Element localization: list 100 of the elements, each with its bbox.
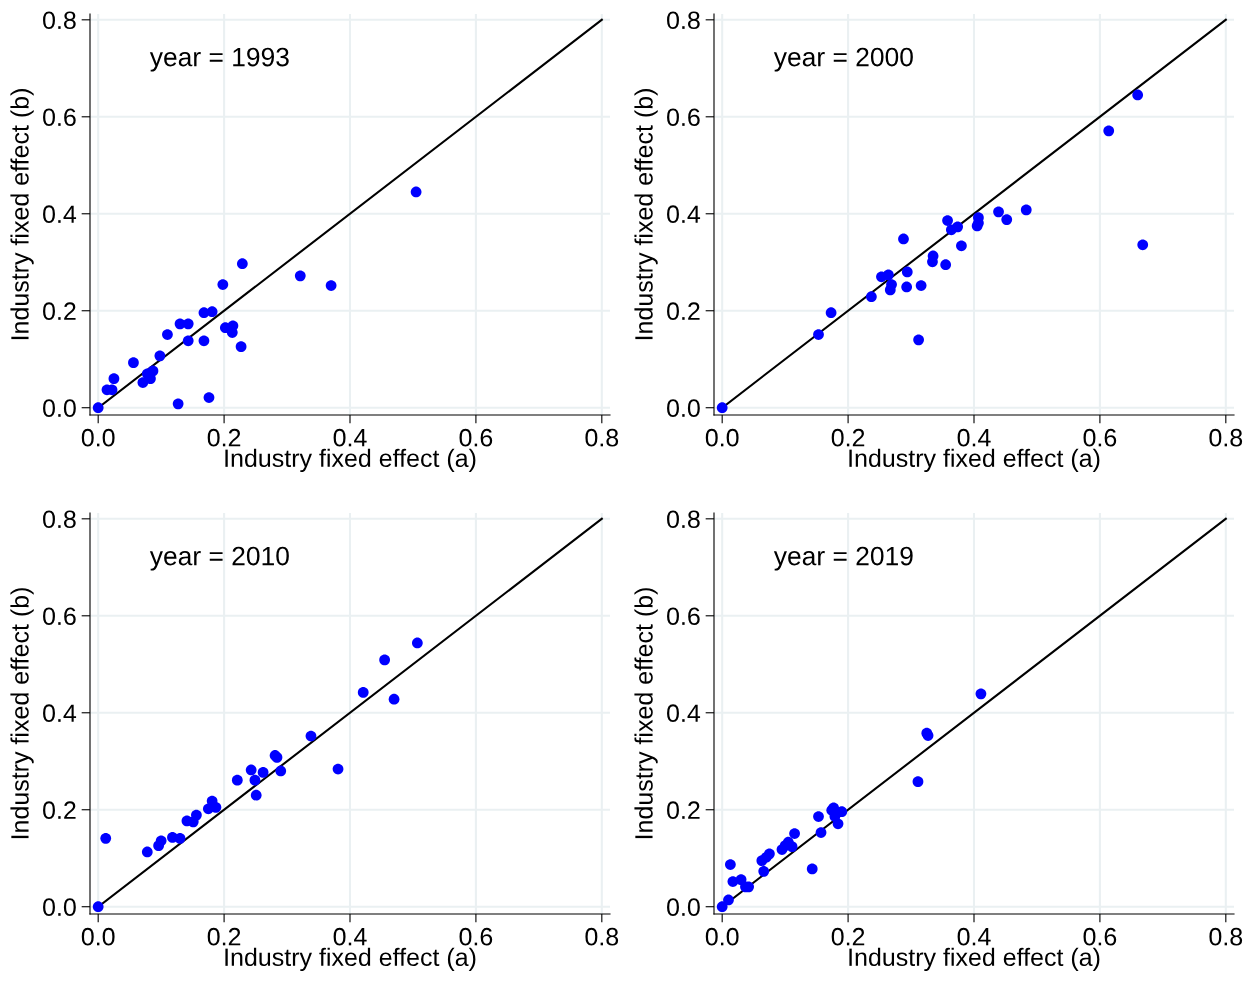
y-tick-label: 0.8 — [43, 510, 76, 529]
point — [832, 818, 844, 830]
point — [806, 863, 818, 875]
x-tick-label: 0.0 — [705, 927, 739, 946]
point — [191, 809, 202, 821]
point — [758, 865, 770, 877]
y-tick-label: 0.4 — [667, 704, 701, 723]
y-tick-label: 0.8 — [667, 510, 700, 529]
point — [723, 894, 734, 906]
point — [172, 398, 184, 410]
y-tick-label: 0.0 — [43, 399, 76, 418]
text: year = 2010 — [149, 546, 289, 571]
text: year = 2019 — [773, 546, 913, 571]
point — [141, 846, 153, 858]
y-tick-label: 0.0 — [667, 898, 700, 917]
x-tick-label: 0.4 — [333, 428, 367, 447]
x-tick-label: 0.6 — [1083, 428, 1117, 447]
y-axis-title: Industry fixed effect (b) — [10, 89, 34, 340]
y-tick-label: 0.2 — [667, 302, 700, 321]
point — [108, 373, 120, 385]
point — [325, 280, 337, 291]
point — [294, 270, 306, 282]
x-tick-label: 0.4 — [957, 428, 991, 447]
point — [993, 206, 1004, 218]
x-tick-label: 0.6 — [459, 927, 493, 946]
y-tick-label: 0.6 — [43, 607, 76, 626]
y-tick-label: 0.4 — [43, 704, 77, 723]
x-tick-label: 0.4 — [333, 927, 367, 946]
y-tick-label: 0.4 — [43, 205, 77, 224]
point — [357, 687, 369, 698]
point — [235, 341, 247, 353]
point — [250, 789, 262, 801]
point — [716, 402, 728, 414]
point — [912, 776, 924, 788]
x-tick-label: 0.6 — [1083, 927, 1117, 946]
point — [1103, 125, 1115, 137]
point — [198, 335, 210, 347]
point — [883, 269, 894, 281]
x-tick-label: 0.0 — [81, 428, 115, 447]
point — [886, 279, 897, 290]
point — [305, 730, 317, 742]
x-tick-label: 0.0 — [705, 428, 739, 447]
y-axis-title: Industry fixed effect (b) — [634, 588, 658, 839]
point — [410, 186, 422, 198]
point — [275, 765, 287, 777]
point — [128, 357, 139, 369]
point — [100, 832, 112, 844]
y-axis-title: Industry fixed effect (b) — [634, 89, 658, 340]
point — [836, 806, 848, 818]
point — [154, 350, 166, 362]
point — [952, 221, 964, 233]
y-tick-label: 0.8 — [43, 11, 76, 30]
point — [1001, 214, 1013, 225]
x-tick-label: 0.8 — [585, 927, 619, 946]
point — [217, 279, 229, 290]
point — [147, 365, 159, 377]
point — [956, 240, 967, 252]
y-tick-label: 0.2 — [667, 801, 700, 820]
x-tick-label: 0.0 — [81, 927, 115, 946]
point — [257, 767, 269, 778]
point — [162, 329, 173, 340]
y-tick-label: 0.2 — [43, 801, 76, 820]
x-tick-label: 0.6 — [459, 428, 493, 447]
point — [1137, 239, 1149, 251]
y-tick-label: 0.2 — [43, 302, 76, 321]
point — [203, 392, 215, 403]
point — [174, 832, 186, 844]
y-tick-label: 0.4 — [667, 205, 701, 224]
point — [813, 329, 824, 340]
point — [231, 774, 243, 786]
point — [901, 281, 913, 293]
y-tick-label: 0.0 — [43, 898, 76, 917]
x-tick-label: 0.8 — [585, 428, 619, 447]
point — [940, 259, 952, 271]
point — [1020, 204, 1032, 216]
x-tick-label: 0.2 — [831, 927, 865, 946]
point — [379, 654, 390, 666]
point — [942, 215, 953, 226]
x-tick-label: 0.8 — [1209, 428, 1243, 447]
point — [866, 291, 877, 303]
point — [825, 307, 837, 319]
point — [249, 774, 261, 786]
point — [245, 764, 257, 776]
point — [724, 859, 736, 870]
y-tick-label: 0.6 — [43, 108, 76, 127]
point — [813, 811, 824, 822]
point — [898, 233, 909, 245]
point — [206, 306, 218, 318]
x-tick-label: 0.2 — [207, 428, 241, 447]
x-tick-label: 0.8 — [1209, 927, 1243, 946]
x-tick-label: 0.2 — [831, 428, 865, 447]
point — [182, 335, 194, 347]
y-tick-label: 0.6 — [667, 607, 700, 626]
text: year = 2000 — [773, 47, 913, 72]
point — [716, 901, 728, 913]
point — [975, 688, 987, 700]
x-tick-label: 0.2 — [207, 927, 241, 946]
point — [411, 637, 423, 649]
point — [388, 693, 400, 705]
point — [92, 901, 104, 913]
